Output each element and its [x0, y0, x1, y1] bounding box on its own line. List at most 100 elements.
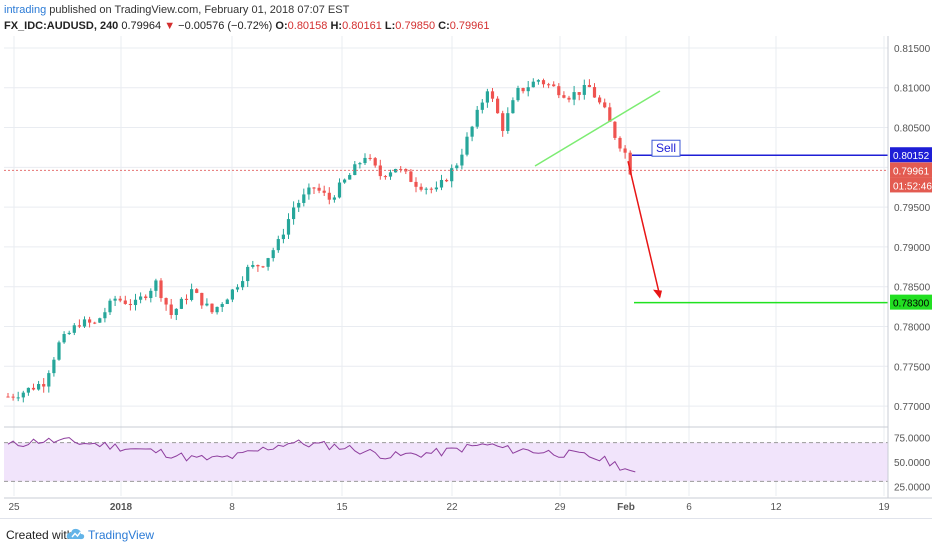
- sell-level-badge: [890, 147, 932, 163]
- candle-body: [6, 396, 10, 398]
- price-tick-label: 0.79000: [894, 243, 931, 254]
- candle-body: [37, 384, 41, 390]
- date-tick-label: Feb: [617, 502, 635, 513]
- candle-body: [317, 187, 321, 191]
- tradingview-brand[interactable]: TradingView: [88, 528, 155, 542]
- candle-body: [424, 188, 428, 190]
- candle-body: [353, 164, 357, 176]
- candle-body: [419, 186, 423, 190]
- candle-body: [292, 207, 296, 220]
- candle-body: [506, 113, 510, 131]
- candle-body: [587, 84, 591, 88]
- candle-body: [159, 280, 163, 299]
- candle-body: [368, 157, 372, 159]
- candle-body: [235, 287, 240, 290]
- candle-body: [67, 332, 71, 335]
- candle-body: [205, 303, 209, 306]
- date-tick-label: 15: [336, 502, 348, 513]
- rsi-line: [7, 437, 636, 473]
- candle-body: [11, 396, 15, 398]
- candle-body: [603, 102, 607, 108]
- rsi-series: [7, 437, 636, 473]
- candle-body: [480, 102, 484, 110]
- candle-body: [465, 136, 469, 155]
- candle-body: [139, 296, 143, 300]
- candle-body: [256, 265, 260, 267]
- candle-body: [434, 187, 438, 190]
- candle-body: [475, 109, 479, 127]
- chart-area[interactable]: Sell 0.815000.810000.805000.800000.79500…: [0, 36, 932, 518]
- rsi-tick-label: 25.0000: [894, 482, 931, 493]
- candle-body: [169, 304, 173, 315]
- date-tick-label: 19: [878, 502, 890, 513]
- candle-body: [16, 397, 20, 399]
- date-tick-label: 6: [686, 502, 692, 513]
- candle-body: [88, 319, 92, 323]
- candle-body: [123, 300, 127, 304]
- candle-body: [501, 113, 505, 131]
- drawings[interactable]: Sell: [4, 90, 888, 304]
- candle-body: [592, 87, 597, 98]
- candle-body: [31, 387, 36, 390]
- candle-body: [383, 176, 387, 178]
- candle-body: [184, 298, 189, 300]
- price-tick-label: 0.78500: [894, 283, 931, 294]
- candle-body: [358, 163, 362, 165]
- candle-body: [276, 239, 280, 251]
- candle-body: [332, 197, 336, 200]
- price-tick-label: 0.80500: [894, 124, 931, 135]
- candle-body: [164, 298, 168, 305]
- published-text: published on TradingView.com, February 0…: [49, 4, 350, 16]
- candle-body: [21, 392, 25, 398]
- ohlc-line: FX_IDC:AUDUSD, 240 0.79964 ▼ −0.00576 (−…: [4, 20, 490, 32]
- price-tick-label: 0.77000: [894, 402, 931, 413]
- candle-body: [190, 289, 194, 300]
- candle-body: [281, 234, 285, 240]
- date-tick-label: 29: [554, 502, 566, 513]
- projection-arrow-head: [653, 289, 662, 299]
- candle-body: [450, 168, 454, 182]
- candle-body: [541, 80, 546, 85]
- sell-level-badge-text: 0.80152: [893, 151, 930, 162]
- candle-body: [567, 97, 571, 100]
- author-link[interactable]: intrading: [4, 4, 47, 16]
- candle-body: [297, 202, 301, 208]
- tradingview-cloud-icon: [66, 528, 85, 540]
- candle-body: [225, 299, 229, 305]
- candle-body: [286, 219, 291, 235]
- candle-body: [82, 319, 87, 327]
- last-price-badge-text: 0.79961: [893, 166, 930, 177]
- footer: Created with TradingView: [0, 518, 932, 551]
- candle-body: [77, 325, 81, 327]
- countdown-badge-text: 01:52:46: [893, 181, 932, 192]
- last-price: 0.79964: [121, 20, 162, 32]
- projection-arrow: [627, 161, 661, 297]
- candle-body: [327, 192, 331, 200]
- candle-body: [271, 250, 275, 259]
- price-change: −0.00576 (−0.72%): [178, 20, 273, 32]
- candle-body: [511, 100, 515, 114]
- candle-body: [628, 152, 632, 175]
- close-value: 0.79961: [449, 20, 490, 32]
- candle-body: [251, 265, 255, 267]
- sell-annotation-box: [651, 139, 681, 157]
- close-label: C:: [438, 20, 450, 32]
- candle-body: [608, 107, 612, 122]
- candle-body: [363, 157, 367, 164]
- rsi-tick-label: 50.0000: [894, 458, 931, 469]
- candle-body: [220, 304, 224, 307]
- candle-body: [414, 181, 418, 187]
- candle-body: [598, 97, 602, 103]
- candle-body: [388, 172, 393, 177]
- candle-body: [485, 91, 489, 103]
- candle-body: [113, 298, 117, 301]
- candle-body: [582, 84, 586, 95]
- high-value: 0.80161: [342, 20, 382, 32]
- candle-body: [577, 92, 581, 95]
- symbol-label: FX_IDC:AUDUSD, 240: [4, 20, 119, 32]
- candle-body: [531, 81, 535, 88]
- low-label: L:: [384, 20, 396, 32]
- candle-body: [562, 95, 566, 98]
- candle-body: [149, 290, 153, 299]
- candle-body: [618, 137, 622, 149]
